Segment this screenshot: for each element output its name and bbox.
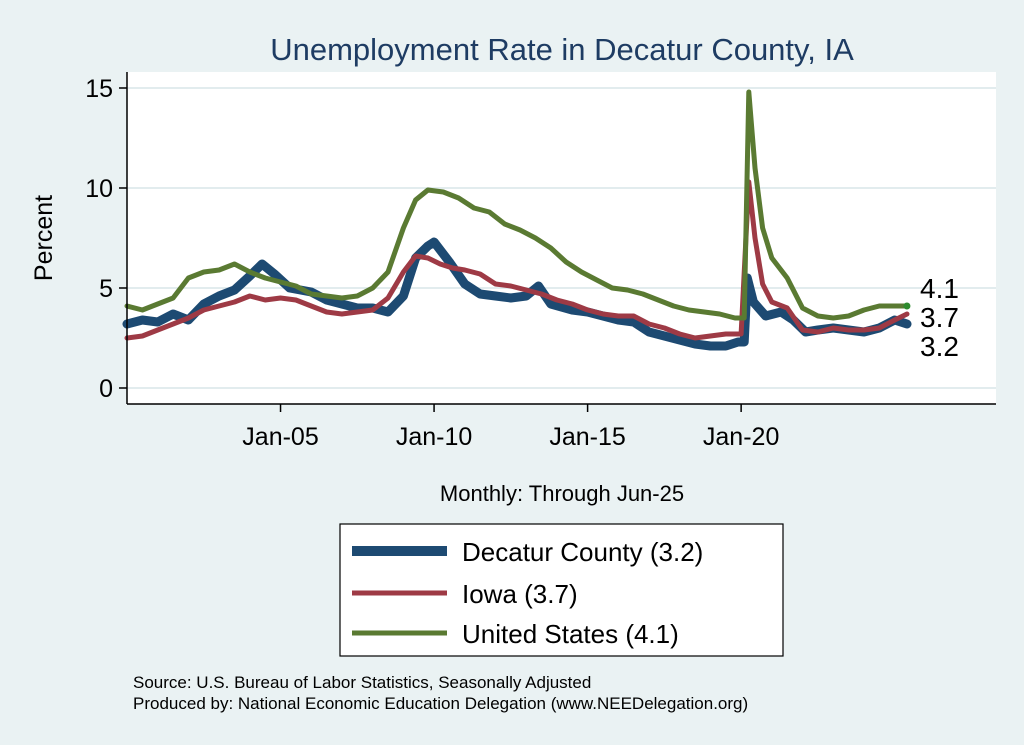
plot-area [127,72,996,404]
y-tick-label: 0 [99,375,113,403]
x-tick-label: Jan-15 [549,423,625,451]
legend: Decatur County (3.2) Iowa (3.7) United S… [339,523,784,657]
united-states-end-marker [903,302,911,310]
x-tick-label: Jan-20 [703,423,779,451]
legend-label-decatur: Decatur County (3.2) [462,537,703,567]
y-tick-label: 5 [99,275,113,303]
producer-note: Produced by: National Economic Education… [133,694,748,713]
y-tick-label: 15 [85,75,113,103]
end-label-decatur: 3.2 [920,331,959,362]
y-tick-label: 10 [85,175,113,203]
end-label-iowa: 3.7 [920,302,959,333]
y-axis-label: Percent [30,195,58,281]
x-axis-title: Monthly: Through Jun-25 [440,481,684,506]
legend-label-united-states: United States (4.1) [462,619,679,649]
end-label-united-states: 4.1 [920,273,959,304]
x-tick-label: Jan-05 [242,423,318,451]
legend-label-iowa: Iowa (3.7) [462,579,578,609]
series-layer [122,89,912,351]
series-line-united-states [124,89,910,321]
series-line-iowa [124,179,910,341]
x-tick-label: Jan-10 [396,423,472,451]
y-axis-ticks: 0 5 10 15 [85,75,127,403]
x-axis-ticks: Jan-05 Jan-10 Jan-15 Jan-20 [242,404,779,451]
gridlines [127,87,996,389]
source-note: Source: U.S. Bureau of Labor Statistics,… [133,673,591,692]
chart-title: Unemployment Rate in Decatur County, IA [270,32,854,67]
